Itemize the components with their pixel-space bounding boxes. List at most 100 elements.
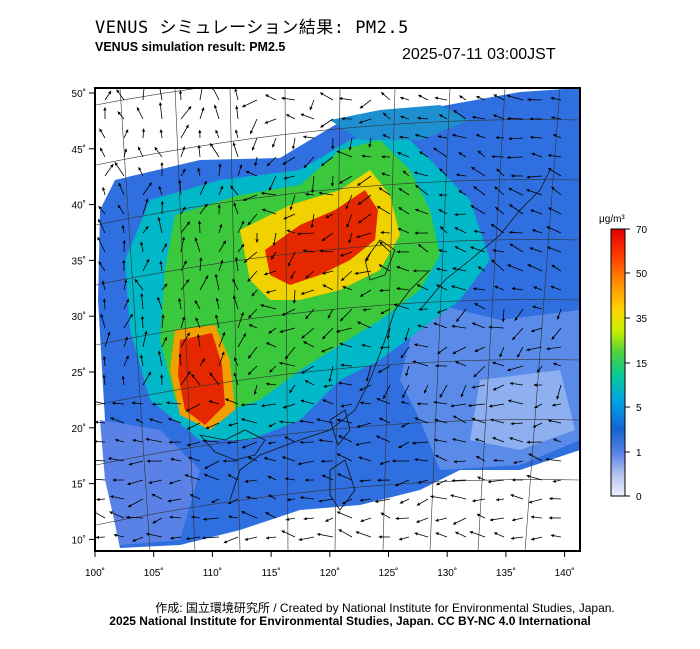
wind-arrow-head	[414, 343, 418, 347]
wind-arrow-head	[545, 457, 549, 462]
wind-arrow-head	[487, 479, 492, 484]
wind-arrow-head	[271, 256, 275, 260]
wind-arrow-head	[414, 458, 418, 462]
wind-arrow-head	[509, 243, 514, 247]
wind-arrow-head	[436, 267, 440, 271]
wind-arrow-head	[399, 500, 404, 504]
wind-arrow-head	[549, 516, 553, 520]
wind-arrow-shaft	[159, 88, 163, 101]
wind-arrow-head	[261, 191, 265, 196]
wind-arrow-head	[473, 287, 477, 291]
wind-arrow-head	[377, 478, 381, 482]
wind-arrow-head	[510, 536, 515, 540]
wind-arrow-head	[322, 335, 326, 340]
wind-arrow-head	[310, 189, 315, 193]
y-tick-label: 45˚	[72, 144, 86, 156]
wind-arrow-head	[489, 518, 494, 522]
wind-arrow-head	[269, 369, 273, 373]
wind-arrow-head	[151, 493, 156, 497]
wind-arrow-head	[303, 517, 307, 521]
wind-arrow-head	[146, 259, 150, 263]
wind-arrow-head	[548, 419, 552, 423]
colorbar-label: 35	[636, 314, 648, 325]
wind-arrow-head	[452, 350, 457, 354]
wind-arrow-head	[100, 147, 104, 152]
wind-arrow-head	[439, 168, 443, 172]
wind-arrow-head	[234, 129, 239, 134]
x-tick-label: 115˚	[261, 567, 280, 579]
wind-arrow-head	[340, 253, 344, 257]
wind-arrow-head	[348, 147, 352, 151]
wind-arrow-head	[454, 212, 458, 217]
x-tick-label: 140˚	[555, 567, 575, 579]
wind-arrow-head	[330, 183, 335, 187]
wind-arrow-head	[140, 241, 144, 246]
wind-arrow-head	[340, 317, 344, 322]
wind-arrow-head	[191, 515, 195, 519]
wind-arrow-head	[186, 426, 191, 430]
wind-arrow-head	[211, 499, 215, 503]
wind-arrow-head	[266, 382, 270, 386]
wind-arrow-head	[134, 279, 139, 283]
wind-arrow-head	[247, 456, 252, 460]
wind-arrow-head	[398, 445, 402, 449]
wind-arrow-head	[228, 515, 232, 519]
wind-arrow-head	[262, 208, 266, 212]
wind-arrow-head	[459, 95, 463, 99]
wind-arrow-head	[182, 206, 186, 211]
wind-arrow-head	[248, 324, 253, 328]
wind-arrow-head	[436, 482, 440, 486]
wind-arrow-head	[358, 220, 362, 224]
wind-arrow-head	[392, 459, 396, 463]
wind-arrow-head	[490, 418, 494, 422]
wind-arrow-head	[117, 204, 122, 209]
wind-arrow-head	[499, 353, 503, 358]
wind-arrow-head	[359, 120, 363, 124]
wind-arrow-head	[225, 398, 229, 402]
wind-arrow-head	[197, 145, 201, 149]
wind-arrow-head	[526, 347, 530, 352]
wind-arrow-head	[287, 497, 291, 502]
wind-arrow-head	[553, 438, 557, 442]
wind-arrow-head	[437, 310, 441, 314]
wind-arrow-head	[506, 94, 511, 98]
wind-arrow-head	[121, 225, 125, 229]
wind-arrow-head	[268, 441, 272, 445]
wind-arrow-head	[300, 399, 305, 403]
wind-arrow-head	[198, 129, 202, 133]
wind-arrow-head	[281, 312, 286, 316]
wind-arrow-head	[220, 260, 224, 264]
wind-arrow-head	[232, 278, 236, 283]
wind-arrow-head	[374, 499, 379, 503]
wind-arrow-head	[282, 161, 287, 165]
wind-arrow-head	[488, 325, 492, 329]
x-tick-label: 130˚	[437, 567, 457, 579]
wind-arrow-head	[325, 518, 329, 522]
wind-arrow-head	[380, 230, 384, 235]
wind-arrow-head	[548, 168, 552, 172]
wind-arrow-head	[251, 292, 256, 297]
wind-arrow-head	[234, 257, 239, 261]
wind-arrow-head	[402, 170, 407, 175]
wind-arrow-head	[113, 533, 118, 537]
wind-arrow-head	[550, 96, 554, 101]
wind-arrow-head	[378, 264, 383, 268]
wind-arrow-head	[381, 155, 385, 159]
wind-arrow-head	[393, 303, 398, 307]
wind-arrow-head	[526, 440, 530, 444]
wind-arrow-head	[460, 393, 464, 398]
wind-arrow-head	[148, 480, 152, 485]
copyright-line: 2025 National Institute for Environmenta…	[109, 614, 591, 628]
wind-arrow-head	[399, 135, 403, 139]
wind-arrow-head	[181, 236, 186, 241]
wind-arrow-head	[166, 401, 170, 405]
wind-arrow-head	[217, 204, 221, 208]
wind-arrow-head	[148, 182, 152, 186]
wind-arrow-head	[215, 314, 219, 319]
wind-arrow-head	[112, 401, 116, 405]
wind-arrow-head	[160, 201, 164, 205]
wind-arrow-head	[508, 137, 512, 141]
wind-arrow-head	[327, 315, 331, 319]
wind-arrow-head	[204, 465, 209, 469]
wind-arrow-head	[305, 275, 309, 279]
